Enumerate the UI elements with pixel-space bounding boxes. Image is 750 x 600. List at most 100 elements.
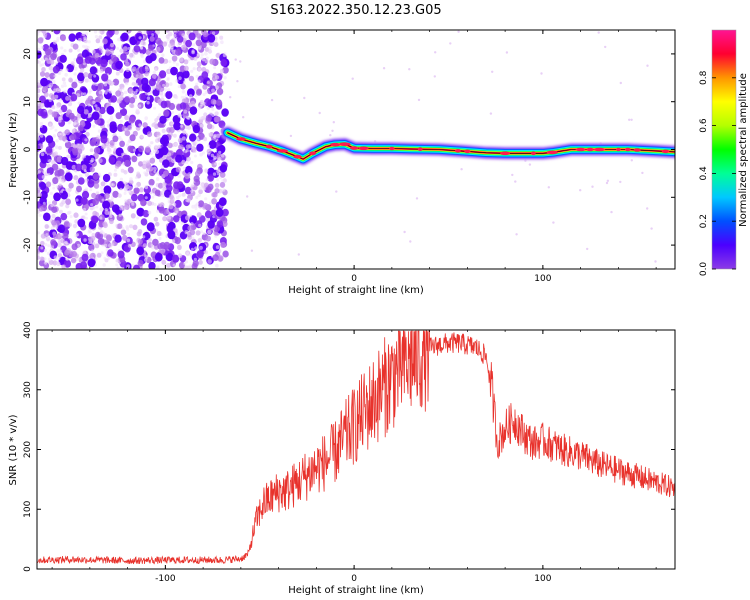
heatmap-cell [60, 238, 65, 244]
heatmap-cell [149, 157, 156, 164]
heatmap-cell [50, 203, 54, 208]
heatmap-cell [146, 222, 155, 232]
heatmap-cell [97, 82, 105, 90]
heatmap-cell [76, 243, 81, 248]
heatmap-cell [222, 208, 229, 217]
heatmap-cell [47, 84, 51, 88]
heatmap-cell [491, 70, 494, 74]
heatmap-cell [198, 223, 202, 228]
heatmap-cell [37, 252, 41, 256]
heatmap-cell [181, 159, 186, 165]
heatmap-cell [214, 182, 220, 188]
heatmap-cell [149, 35, 155, 42]
heatmap-cell [181, 44, 187, 51]
heatmap-cell [250, 249, 254, 252]
heatmap-cell [58, 135, 64, 141]
heatmap-cell [66, 154, 71, 159]
heatmap-cell [40, 152, 45, 157]
heatmap-cell [91, 111, 100, 121]
heatmap-cell [51, 163, 59, 171]
heatmap-cell [124, 96, 131, 103]
heatmap-cell [77, 101, 81, 105]
heatmap-cell [98, 158, 103, 164]
heatmap-cell [52, 177, 59, 185]
heatmap-cell [208, 140, 217, 149]
heatmap-cell [198, 189, 203, 195]
heatmap-cell [108, 90, 113, 94]
heatmap-cell [192, 67, 196, 71]
heatmap-cell [144, 66, 150, 72]
heatmap-cell [172, 254, 180, 263]
heatmap-cell [83, 36, 87, 40]
heatmap-cell [85, 131, 90, 137]
snr-line-path [37, 330, 675, 565]
heatmap-cell [109, 124, 118, 134]
heatmap-cell [83, 109, 89, 115]
heatmap-cell [182, 166, 186, 170]
heatmap-cell [59, 68, 63, 73]
heatmap-cell [154, 67, 158, 71]
heatmap-cell [190, 247, 194, 251]
heatmap-cell [122, 180, 126, 184]
heatmap-cell [50, 94, 57, 101]
heatmap-cell [51, 213, 56, 219]
heatmap-cell [44, 72, 50, 78]
heatmap-cell [37, 144, 41, 152]
heatmap-cell [168, 204, 174, 210]
heatmap-cell [169, 194, 174, 200]
heatmap-cell [106, 89, 110, 93]
heatmap-cell [115, 259, 119, 263]
heatmap-cell [215, 53, 221, 58]
heatmap-cell [60, 212, 68, 221]
heatmap-cell [143, 171, 147, 175]
heatmap-cell [220, 241, 227, 248]
heatmap-cell [120, 53, 127, 61]
heatmap-cell [96, 232, 104, 240]
heatmap-cell [79, 174, 83, 178]
heatmap-cell [72, 223, 77, 229]
heatmap-cell [160, 191, 164, 195]
heatmap-cell [92, 124, 96, 128]
heatmap-cell [175, 62, 179, 67]
heatmap-cell [54, 61, 59, 65]
heatmap-cell [88, 243, 95, 251]
heatmap-cell [195, 82, 199, 86]
heatmap-cell [51, 105, 56, 110]
heatmap-cell [37, 170, 41, 174]
heatmap-cell [115, 90, 122, 97]
heatmap-cell [173, 30, 177, 33]
heatmap-cell [189, 266, 193, 269]
heatmap-cell [194, 154, 197, 158]
heatmap-cell [194, 141, 198, 144]
heatmap-cell [84, 187, 89, 191]
heatmap-cell [159, 115, 167, 124]
heatmap-cell [210, 153, 215, 158]
heatmap-cell [119, 140, 125, 147]
heatmap-cell [171, 55, 178, 62]
heatmap-cell [47, 257, 52, 262]
heatmap-cell [175, 166, 181, 173]
heatmap-cell [47, 112, 51, 116]
heatmap-cell [160, 94, 164, 98]
heatmap-cell [202, 231, 206, 236]
heatmap-cell [73, 212, 79, 218]
figure-title: S163.2022.350.12.23.G05 [270, 3, 441, 18]
heatmap-cell [167, 215, 172, 220]
heatmap-cell [209, 112, 213, 116]
heatmap-cell [39, 134, 44, 138]
heatmap-cell [89, 188, 93, 192]
spectrogram-y-ticks: -20 -10 0 10 20 [23, 48, 675, 252]
heatmap-cell [654, 260, 657, 263]
heatmap-cell [207, 144, 211, 148]
heatmap-cell [136, 207, 145, 217]
heatmap-cell [43, 248, 48, 253]
heatmap-cell [94, 243, 100, 249]
heatmap-cell [172, 263, 176, 267]
heatmap-cell [39, 256, 45, 262]
heatmap-cell [229, 96, 232, 99]
heatmap-cell [125, 68, 130, 72]
heatmap-cell [117, 223, 123, 230]
heatmap-cell [125, 226, 129, 230]
heatmap-cell [180, 83, 186, 90]
heatmap-cell [71, 164, 77, 170]
